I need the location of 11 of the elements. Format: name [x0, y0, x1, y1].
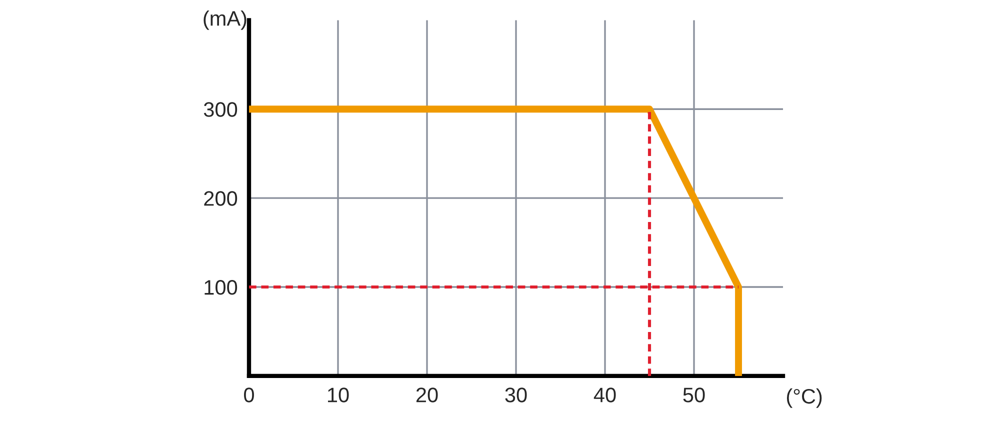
x-tick-label: 30 — [505, 388, 527, 402]
x-tick-label: 50 — [683, 388, 705, 402]
x-tick-label: 40 — [594, 388, 616, 402]
y-tick-label: 300 — [204, 102, 238, 117]
y-tick-label: 200 — [204, 191, 238, 206]
x-tick-label: 0 — [244, 388, 254, 402]
x-tick-label: 10 — [328, 388, 349, 402]
x-axis-title: (°C) — [786, 388, 822, 408]
x-tick-label: 20 — [416, 388, 438, 402]
y-axis-title: (mA) — [204, 10, 246, 30]
y-tick-label: 100 — [204, 280, 238, 295]
